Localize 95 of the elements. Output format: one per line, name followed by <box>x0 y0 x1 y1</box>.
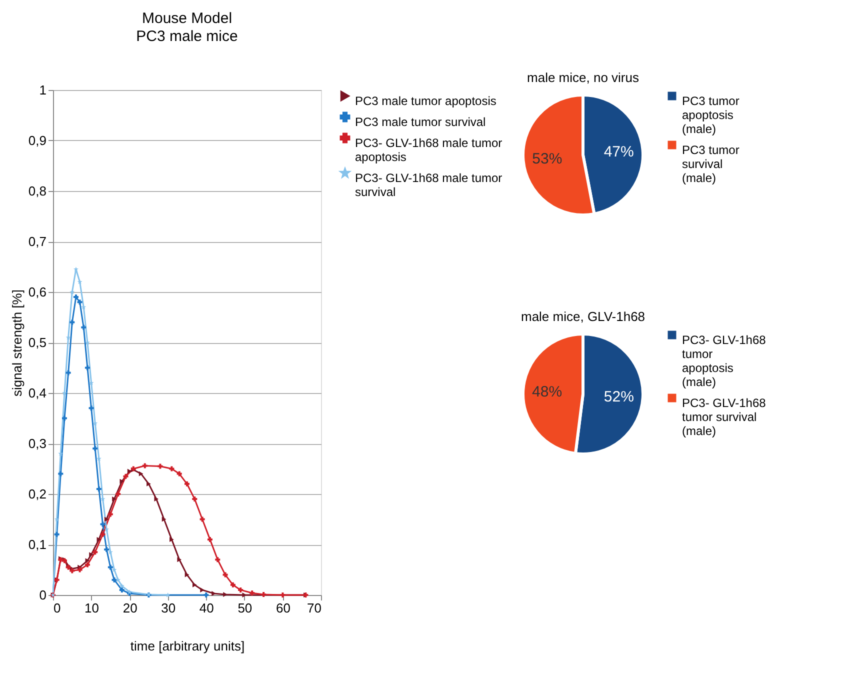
point <box>73 294 78 300</box>
chart-subtitle: PC3 male mice <box>136 28 238 45</box>
legend-label: PC3 tumor survival (male) <box>682 143 740 185</box>
point <box>280 592 286 598</box>
chart-title: Mouse Model <box>142 10 232 27</box>
legend-label: PC3 tumor apoptosis (male) <box>682 94 740 136</box>
point <box>108 512 113 517</box>
chart-title: male mice, no virus <box>527 70 640 85</box>
x-tick-label: 30 <box>161 600 176 616</box>
point <box>73 266 78 272</box>
point <box>84 365 90 370</box>
point <box>215 557 220 562</box>
point <box>112 496 116 502</box>
point <box>222 572 228 578</box>
point <box>127 468 132 474</box>
x-axis-title: time [arbitrary units] <box>130 638 245 654</box>
point <box>230 582 236 588</box>
point <box>123 474 128 479</box>
x-tick-label: 20 <box>122 600 138 616</box>
point <box>120 478 124 484</box>
point <box>104 547 110 552</box>
point <box>158 464 163 469</box>
point <box>96 486 102 492</box>
y-axis-title: signal strength [%] <box>9 290 24 396</box>
point <box>116 577 121 582</box>
point <box>169 466 174 472</box>
y-tick-label: 0,7 <box>28 234 46 249</box>
point <box>200 516 205 522</box>
legend-label: PC3- GLV-1h68 tumor apoptosis (male) <box>682 333 766 389</box>
chart-title: male mice, GLV-1h68 <box>520 309 646 324</box>
x-tick-label: 40 <box>199 600 214 616</box>
point <box>138 471 144 476</box>
point <box>112 577 117 582</box>
data-label: 53% <box>532 150 562 168</box>
point <box>176 471 182 476</box>
legend-label: PC3 male tumor apoptosis <box>355 94 496 108</box>
y-tick-label: 0,3 <box>28 436 46 451</box>
point <box>250 590 255 596</box>
y-tick-label: 0,4 <box>28 386 46 400</box>
y-tick-label: 0,9 <box>28 133 46 148</box>
y-tick-label: 0,6 <box>28 284 46 300</box>
point <box>108 564 113 570</box>
point <box>77 279 82 284</box>
x-tick-label: 60 <box>276 600 290 616</box>
point <box>77 300 82 305</box>
point <box>116 492 121 496</box>
point <box>77 567 82 572</box>
point <box>88 406 94 411</box>
point <box>62 416 67 421</box>
point <box>119 587 124 592</box>
data-label: 48% <box>532 384 562 401</box>
point <box>200 587 204 592</box>
point <box>162 516 166 522</box>
legend-label: PC3- GLV-1h68 male tumor survival <box>355 171 502 199</box>
y-tick-label: 0,1 <box>28 537 46 552</box>
point <box>81 324 86 330</box>
y-tick-label: 0 <box>39 588 46 602</box>
point <box>104 516 109 522</box>
data-label: 47% <box>604 144 634 161</box>
point <box>184 572 190 578</box>
x-tick-label: 70 <box>307 600 322 616</box>
point <box>204 592 209 598</box>
point <box>108 550 113 554</box>
legend-label: PC3 male tumor survival <box>355 115 486 129</box>
point <box>54 532 60 537</box>
point <box>100 522 106 527</box>
point <box>238 587 244 592</box>
point <box>100 532 106 537</box>
y-tick-label: 0,2 <box>28 486 46 502</box>
point <box>96 536 102 542</box>
point <box>170 536 174 542</box>
legend-label: PC3- GLV-1h68 male tumor apoptosis <box>355 136 502 164</box>
point <box>70 320 75 325</box>
point <box>154 496 159 502</box>
legend-label: PC3- GLV-1h68 tumor survival (male) <box>682 396 766 438</box>
point <box>207 536 212 542</box>
x-tick-label: 10 <box>84 600 100 616</box>
data-label: 52% <box>604 388 634 406</box>
point <box>84 562 90 568</box>
point <box>261 592 266 597</box>
point <box>66 370 71 376</box>
point <box>184 481 190 486</box>
y-tick-label: 1 <box>39 82 46 98</box>
x-tick-label: 50 <box>238 600 252 616</box>
point <box>58 471 64 476</box>
point <box>177 557 182 562</box>
y-tick-label: 0,5 <box>28 335 46 350</box>
point <box>92 550 98 555</box>
y-tick-label: 0,8 <box>28 184 46 198</box>
point <box>142 463 148 468</box>
x-tick-label: 0 <box>54 600 61 616</box>
point <box>92 446 98 452</box>
point <box>192 496 198 502</box>
point <box>119 583 124 588</box>
point <box>89 552 94 558</box>
